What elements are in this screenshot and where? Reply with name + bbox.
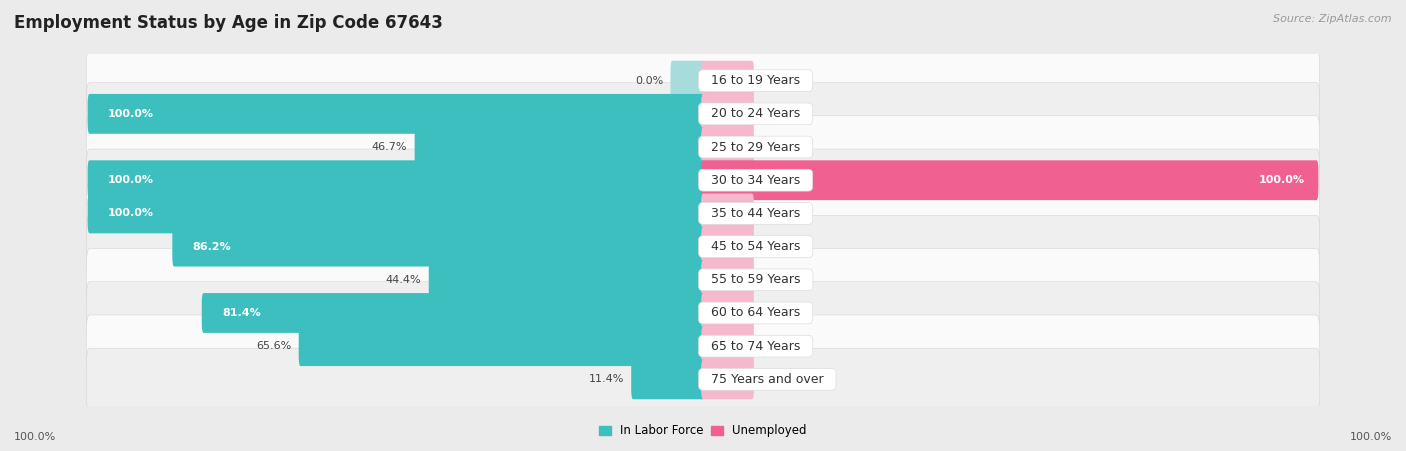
Text: 0.0%: 0.0% (761, 109, 790, 119)
FancyBboxPatch shape (86, 216, 1320, 278)
FancyBboxPatch shape (86, 50, 1320, 112)
FancyBboxPatch shape (702, 193, 754, 233)
Text: 0.0%: 0.0% (761, 341, 790, 351)
Text: 100.0%: 100.0% (108, 208, 153, 218)
FancyBboxPatch shape (415, 127, 704, 167)
FancyBboxPatch shape (429, 260, 704, 300)
FancyBboxPatch shape (702, 94, 754, 134)
FancyBboxPatch shape (86, 182, 1320, 244)
Text: 0.0%: 0.0% (761, 242, 790, 252)
Text: 55 to 59 Years: 55 to 59 Years (703, 273, 808, 286)
FancyBboxPatch shape (86, 149, 1320, 212)
Text: 16 to 19 Years: 16 to 19 Years (703, 74, 808, 87)
FancyBboxPatch shape (298, 326, 704, 366)
FancyBboxPatch shape (702, 127, 754, 167)
FancyBboxPatch shape (86, 315, 1320, 377)
FancyBboxPatch shape (671, 61, 704, 101)
Text: 65 to 74 Years: 65 to 74 Years (703, 340, 808, 353)
FancyBboxPatch shape (86, 348, 1320, 410)
Text: 100.0%: 100.0% (1350, 432, 1392, 442)
Text: Employment Status by Age in Zip Code 67643: Employment Status by Age in Zip Code 676… (14, 14, 443, 32)
FancyBboxPatch shape (702, 260, 754, 300)
Text: 81.4%: 81.4% (222, 308, 260, 318)
Text: Source: ZipAtlas.com: Source: ZipAtlas.com (1274, 14, 1392, 23)
Text: 45 to 54 Years: 45 to 54 Years (703, 240, 808, 253)
FancyBboxPatch shape (702, 61, 754, 101)
Text: 75 Years and over: 75 Years and over (703, 373, 831, 386)
FancyBboxPatch shape (87, 160, 704, 200)
FancyBboxPatch shape (702, 359, 754, 399)
Text: 20 to 24 Years: 20 to 24 Years (703, 107, 808, 120)
Text: 0.0%: 0.0% (761, 76, 790, 86)
FancyBboxPatch shape (631, 359, 704, 399)
FancyBboxPatch shape (702, 326, 754, 366)
Text: 86.2%: 86.2% (193, 242, 232, 252)
FancyBboxPatch shape (87, 193, 704, 233)
Text: 60 to 64 Years: 60 to 64 Years (703, 307, 808, 319)
FancyBboxPatch shape (201, 293, 704, 333)
Text: 25 to 29 Years: 25 to 29 Years (703, 141, 808, 153)
FancyBboxPatch shape (86, 249, 1320, 311)
Text: 46.7%: 46.7% (371, 142, 408, 152)
FancyBboxPatch shape (173, 227, 704, 267)
Text: 0.0%: 0.0% (636, 76, 664, 86)
FancyBboxPatch shape (86, 116, 1320, 178)
Text: 100.0%: 100.0% (108, 109, 153, 119)
Text: 44.4%: 44.4% (385, 275, 422, 285)
Text: 0.0%: 0.0% (761, 142, 790, 152)
FancyBboxPatch shape (86, 83, 1320, 145)
FancyBboxPatch shape (702, 160, 1319, 200)
Text: 0.0%: 0.0% (761, 275, 790, 285)
FancyBboxPatch shape (702, 227, 754, 267)
Text: 0.0%: 0.0% (761, 374, 790, 384)
Text: 65.6%: 65.6% (256, 341, 291, 351)
Text: 0.0%: 0.0% (761, 308, 790, 318)
Text: 100.0%: 100.0% (14, 432, 56, 442)
Text: 35 to 44 Years: 35 to 44 Years (703, 207, 808, 220)
Text: 100.0%: 100.0% (108, 175, 153, 185)
FancyBboxPatch shape (702, 293, 754, 333)
Text: 0.0%: 0.0% (761, 208, 790, 218)
FancyBboxPatch shape (87, 94, 704, 134)
Text: 100.0%: 100.0% (1258, 175, 1305, 185)
Legend: In Labor Force, Unemployed: In Labor Force, Unemployed (595, 420, 811, 442)
Text: 11.4%: 11.4% (589, 374, 624, 384)
FancyBboxPatch shape (86, 282, 1320, 344)
Text: 30 to 34 Years: 30 to 34 Years (703, 174, 808, 187)
